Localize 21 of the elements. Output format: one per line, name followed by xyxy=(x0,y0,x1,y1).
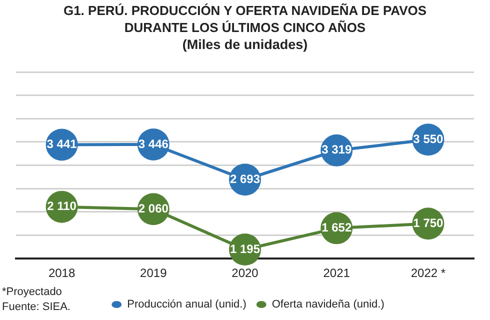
chart-title: G1. PERÚ. PRODUCCIÓN Y OFERTA NAVIDEÑA DE PAVOS DURANTE LOS ÚLTIMOS CINCO AÑOS xyxy=(62,2,428,36)
data-label: 3 319 xyxy=(322,142,352,157)
x-tick-label: 2018 xyxy=(48,266,76,280)
data-label: 3 441 xyxy=(46,137,78,152)
text: *Proyectado xyxy=(2,285,63,300)
data-label: 2 693 xyxy=(230,172,260,186)
x-tick-label: 2022 * xyxy=(410,266,446,280)
data-label: 2 110 xyxy=(47,199,77,214)
data-label: 3 446 xyxy=(138,136,169,151)
data-label: 1 195 xyxy=(230,242,260,256)
data-label: 1 652 xyxy=(322,220,352,234)
source-note: Fuente: SIEA. xyxy=(2,300,70,315)
legend-label: Oferta navideña (unid.) xyxy=(272,298,384,311)
legend-label: Producción anual (unid.) xyxy=(127,298,246,311)
x-tick-label: 2021 xyxy=(323,266,350,280)
chart-subtitle: (Miles de unidades) xyxy=(181,37,309,52)
x-tick-label: 2019 xyxy=(140,266,168,280)
data-label: 1 750 xyxy=(413,216,444,230)
data-label: 2 060 xyxy=(138,201,169,216)
data-label: 3 550 xyxy=(413,132,444,146)
x-tick-label: 2020 xyxy=(232,266,259,280)
